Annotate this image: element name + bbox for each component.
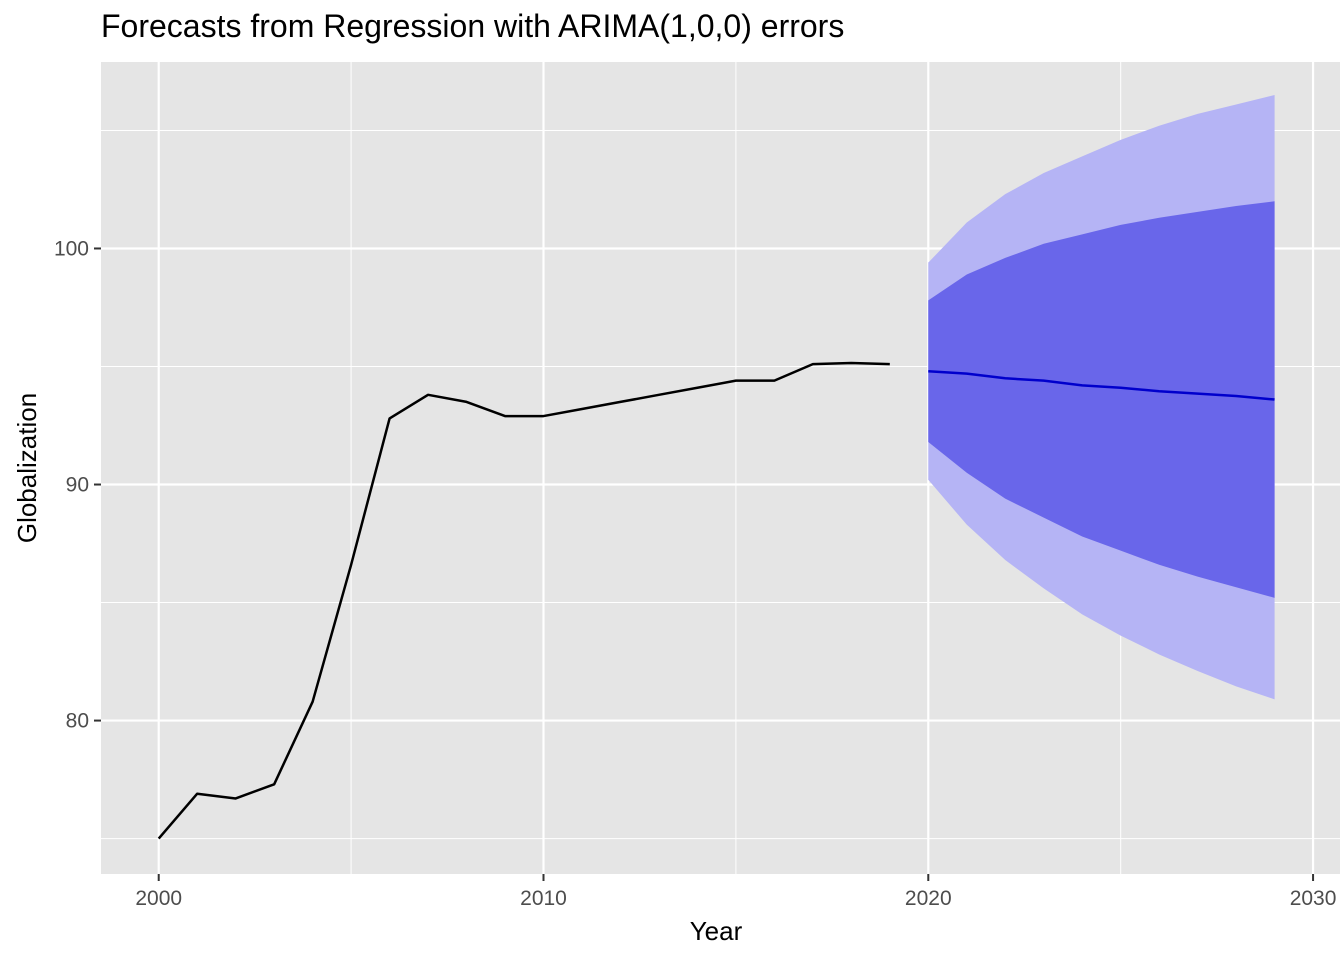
x-tick-label: 2030 [1290,887,1337,910]
y-axis-title: Globalization [12,393,42,543]
tick-labels: 2000 2010 2020 2030 80 90 100 [54,237,1336,910]
x-tick-label: 2010 [520,887,567,910]
x-tick-label: 2020 [905,887,952,910]
forecast-mean-line [928,369,1275,401]
x-tick-label: 2000 [135,887,182,910]
prediction-intervals [928,95,1275,700]
axis-ticks [94,247,1315,881]
chart-title: Forecasts from Regression with ARIMA(1,0… [101,8,845,44]
series-lines [157,361,1275,840]
y-tick-label: 90 [66,474,89,497]
pi80-band [928,201,1275,598]
x-axis-title: Year [690,916,743,946]
observed-series-line [157,361,890,840]
y-tick-label: 100 [54,237,89,260]
y-tick-label: 80 [66,710,89,733]
